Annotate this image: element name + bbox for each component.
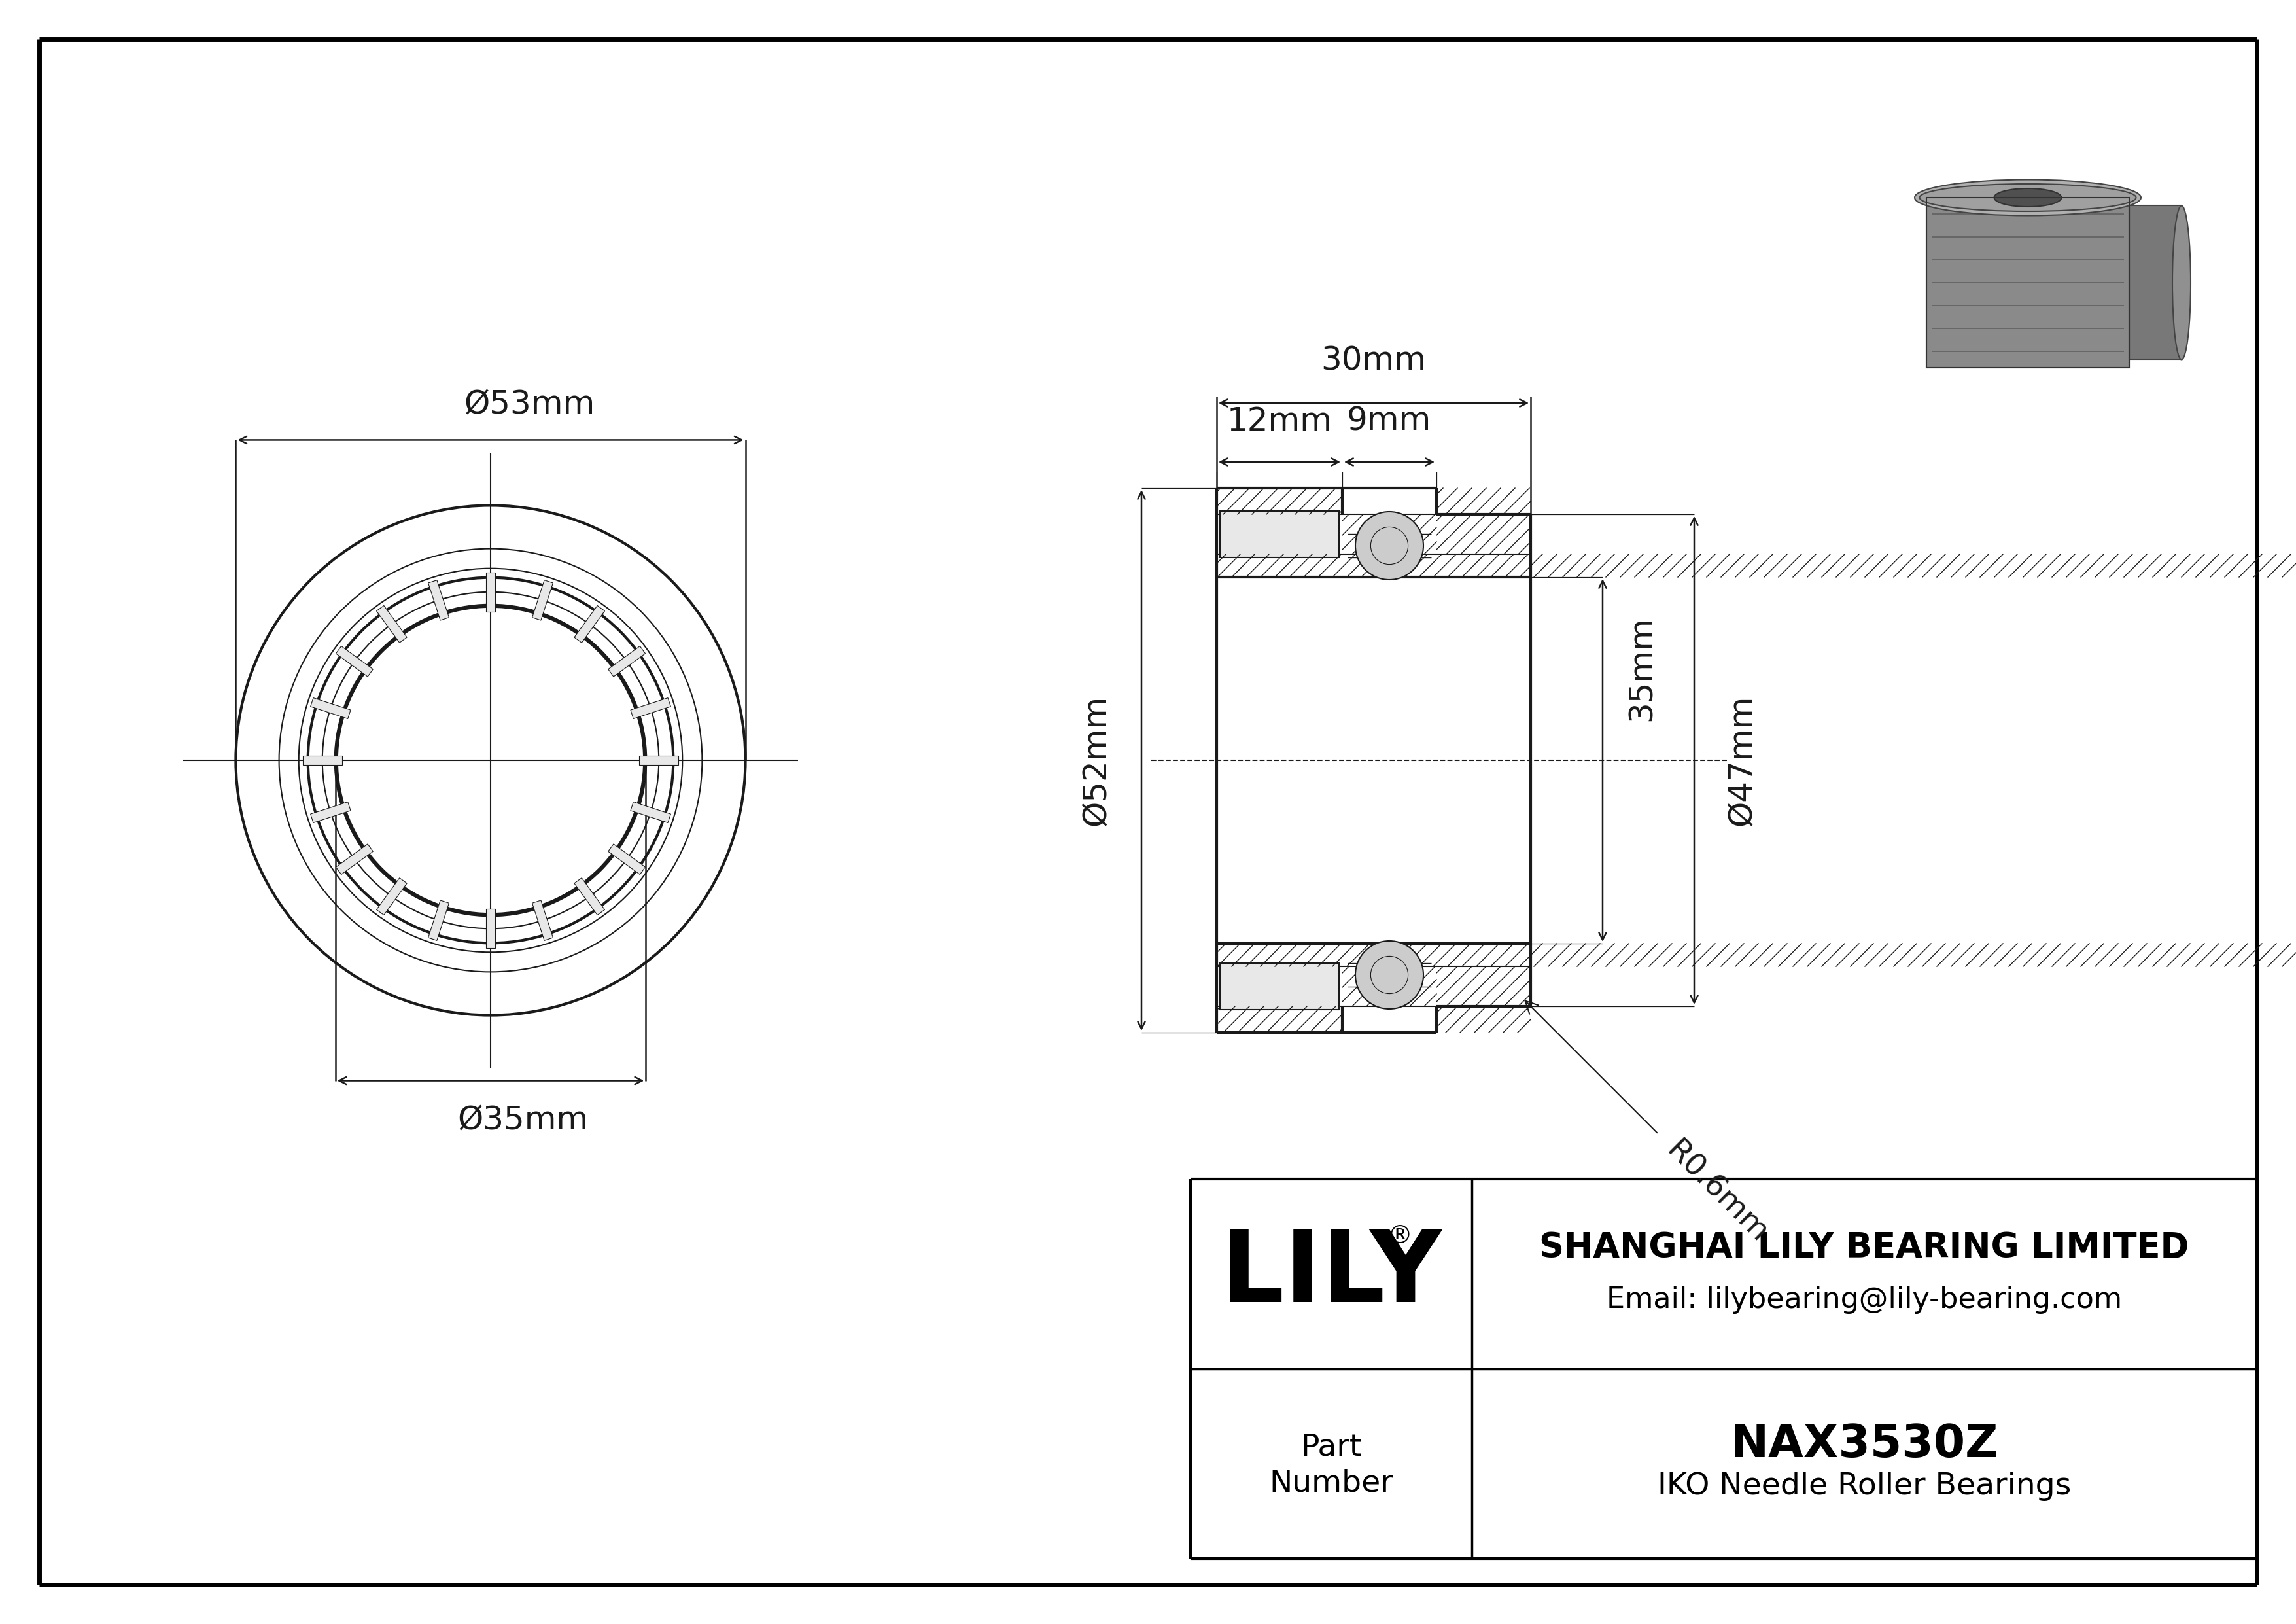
Text: Number: Number <box>1270 1468 1394 1497</box>
Bar <box>1219 512 1339 557</box>
Text: 12mm: 12mm <box>1226 406 1332 437</box>
Bar <box>2128 206 2181 359</box>
Text: IKO Needle Roller Bearings: IKO Needle Roller Bearings <box>1658 1471 2071 1501</box>
Polygon shape <box>377 606 406 643</box>
Text: Part: Part <box>1300 1432 1362 1462</box>
Polygon shape <box>574 879 604 914</box>
Text: 9mm: 9mm <box>1348 406 1433 437</box>
Circle shape <box>1355 512 1424 580</box>
Polygon shape <box>427 580 450 620</box>
Ellipse shape <box>1995 188 2062 206</box>
Polygon shape <box>638 755 680 765</box>
Polygon shape <box>427 900 450 940</box>
Text: Ø53mm: Ø53mm <box>464 388 595 419</box>
Polygon shape <box>487 909 496 948</box>
Polygon shape <box>608 646 645 677</box>
Text: SHANGHAI LILY BEARING LIMITED: SHANGHAI LILY BEARING LIMITED <box>1538 1231 2188 1265</box>
Text: R0.6mm: R0.6mm <box>1525 1000 1773 1249</box>
Polygon shape <box>533 900 553 940</box>
Polygon shape <box>631 802 670 823</box>
Text: ®: ® <box>1387 1223 1412 1249</box>
Text: 35mm: 35mm <box>1626 615 1658 721</box>
Polygon shape <box>608 844 645 874</box>
Text: Ø35mm: Ø35mm <box>457 1104 588 1135</box>
Polygon shape <box>631 698 670 719</box>
Text: Ø47mm: Ø47mm <box>1727 695 1756 827</box>
Polygon shape <box>335 844 372 874</box>
Polygon shape <box>533 580 553 620</box>
Circle shape <box>1355 940 1424 1009</box>
Ellipse shape <box>1919 184 2135 211</box>
Text: Email: lilybearing@lily-bearing.com: Email: lilybearing@lily-bearing.com <box>1607 1286 2122 1314</box>
Ellipse shape <box>2172 206 2190 359</box>
FancyBboxPatch shape <box>1926 198 2128 367</box>
Polygon shape <box>310 698 351 719</box>
Text: 30mm: 30mm <box>1320 344 1426 377</box>
Ellipse shape <box>1915 180 2140 216</box>
Text: Ø52mm: Ø52mm <box>1079 695 1111 827</box>
Text: LILY: LILY <box>1221 1224 1442 1322</box>
Bar <box>1219 963 1339 1010</box>
Polygon shape <box>487 572 496 612</box>
Polygon shape <box>335 646 372 677</box>
Text: NAX3530Z: NAX3530Z <box>1731 1423 1998 1466</box>
Polygon shape <box>377 879 406 914</box>
Polygon shape <box>310 802 351 823</box>
Polygon shape <box>574 606 604 643</box>
Polygon shape <box>303 755 342 765</box>
